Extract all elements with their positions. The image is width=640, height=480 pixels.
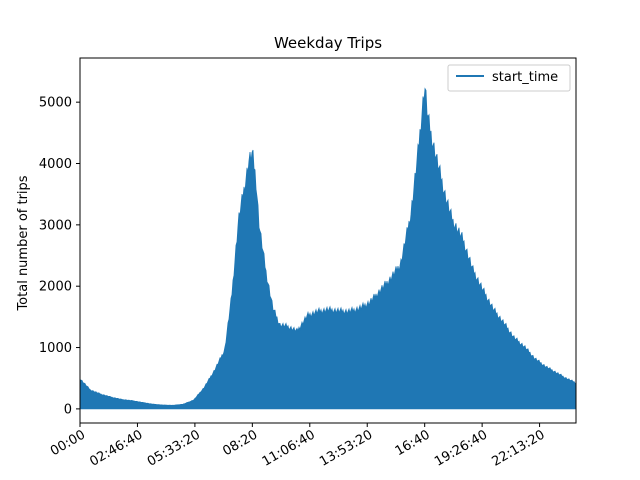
legend: start_time [447,64,571,92]
series-area-start_time [79,87,577,410]
series-area-layer [79,87,577,410]
legend-label: start_time [492,70,558,85]
y-axis-label: Total number of trips [16,175,31,311]
chart-title: Weekday Trips [274,34,382,52]
y-tick-label: 4000 [39,157,72,172]
y-tick-label: 0 [64,402,72,417]
y-axis: 0 1000 2000 3000 4000 5000 [39,96,80,417]
y-tick-label: 3000 [39,218,72,233]
y-tick-label: 1000 [39,341,72,356]
y-tick-label: 2000 [39,280,72,295]
axes-frame [79,57,577,424]
y-tick-label: 5000 [39,96,72,111]
legend-box [447,64,571,92]
